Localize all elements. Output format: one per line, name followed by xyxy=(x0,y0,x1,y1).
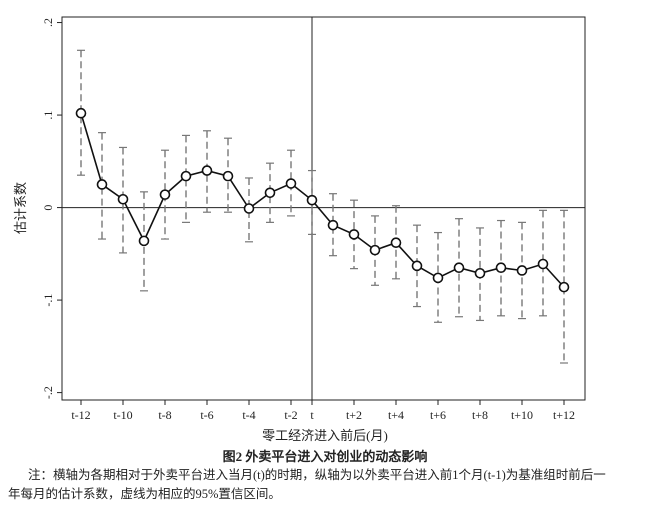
series-line xyxy=(80,112,565,288)
y-tick-label: .2 xyxy=(41,18,55,27)
y-tick-label: -.2 xyxy=(41,386,55,399)
x-tick-label: t+10 xyxy=(511,408,533,422)
point xyxy=(306,194,318,206)
point xyxy=(138,235,150,247)
y-axis-label: 估计系数 xyxy=(13,182,28,234)
point xyxy=(264,187,276,199)
point xyxy=(411,260,423,272)
point xyxy=(537,258,549,270)
point xyxy=(222,170,234,182)
x-axis-label: 零工经济进入前后(月) xyxy=(262,428,388,443)
point xyxy=(453,262,465,274)
y-tick-label: 0 xyxy=(41,205,55,211)
point xyxy=(75,107,87,119)
chart-title: 图2 外卖平台进入对创业的动态影响 xyxy=(223,449,428,464)
x-tick-label: t-12 xyxy=(71,408,90,422)
x-tick-label: t-10 xyxy=(113,408,132,422)
x-tick-label: t+6 xyxy=(430,408,446,422)
point xyxy=(285,178,297,189)
figure-note: 注：横轴为各期相对于外卖平台进入当月(t)的时期，纵轴为以外卖平台进入前1个月(… xyxy=(8,468,606,501)
x-tick-label: t+12 xyxy=(553,408,575,422)
x-tick-label: t-4 xyxy=(242,408,255,422)
x-tick-label: t-8 xyxy=(158,408,171,422)
chart: 零工经济进入前后(月) 图2 外卖平台进入对创业的动态影响 估计系数 .2 .1 0… xyxy=(13,16,586,464)
x-tick-label: t-6 xyxy=(200,408,213,422)
point xyxy=(495,262,507,274)
x-tick-label: t+8 xyxy=(472,408,488,422)
point xyxy=(516,265,528,276)
point xyxy=(117,193,129,205)
point xyxy=(180,170,192,182)
point xyxy=(432,272,444,284)
point xyxy=(558,281,570,293)
point xyxy=(369,244,381,256)
plot-frame xyxy=(61,16,586,401)
point xyxy=(348,229,360,240)
point xyxy=(327,219,339,231)
x-tick-label: t-2 xyxy=(284,408,297,422)
point xyxy=(201,165,213,176)
x-tick-label: t+2 xyxy=(346,408,362,422)
point xyxy=(474,267,486,279)
point xyxy=(243,203,255,214)
point xyxy=(390,237,402,249)
y-tick-label: .1 xyxy=(41,111,55,120)
x-tick-label: t+4 xyxy=(388,408,404,422)
y-tick-label: -.1 xyxy=(41,294,55,307)
point xyxy=(96,179,108,190)
point xyxy=(159,189,171,200)
x-tick-label: t xyxy=(310,408,314,422)
